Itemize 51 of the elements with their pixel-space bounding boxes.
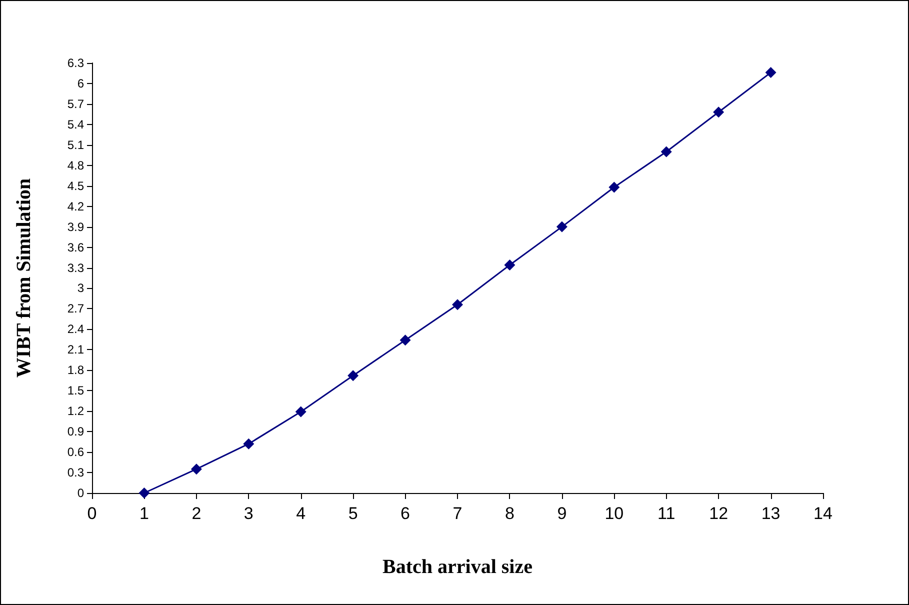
y-tick-label: 5.4 (67, 117, 84, 132)
y-tick-label: 5.1 (67, 138, 84, 152)
y-tick-label: 0.9 (67, 424, 84, 439)
point (608, 182, 620, 193)
y-tick-label: 1.8 (67, 363, 84, 378)
point (660, 146, 672, 158)
x-tick-label: 9 (557, 504, 567, 523)
y-tick-label: 3.9 (67, 220, 84, 234)
x-tick-label: 13 (761, 504, 780, 523)
y-tick-label: 4.2 (67, 199, 84, 214)
x-tick-label: 12 (709, 504, 728, 523)
y-tick-label: 2.1 (67, 342, 84, 357)
point (295, 406, 306, 418)
point (190, 464, 202, 475)
point (138, 488, 150, 498)
point (713, 106, 724, 118)
x-tick-label: 3 (244, 504, 254, 523)
point (400, 334, 411, 346)
y-tick-label: 1.2 (67, 404, 84, 418)
x-axis-title: Batch arrival size (382, 556, 533, 578)
x-tick-label: 6 (400, 504, 410, 523)
y-tick-label: 3.6 (67, 240, 84, 254)
y-tick-label: 1.5 (67, 384, 84, 398)
y-tick-label: 0.3 (67, 466, 84, 480)
y-tick-label: 0 (77, 486, 84, 500)
x-tick-label: 1 (139, 504, 149, 523)
y-tick-label: 2.4 (67, 322, 84, 336)
x-tick-label: 14 (814, 504, 832, 523)
y-tick-label: 6 (77, 76, 84, 90)
x-tick-label: 5 (348, 504, 358, 523)
x-tick-label: 2 (192, 504, 202, 523)
y-tick-label: 4.8 (67, 158, 84, 172)
point (504, 260, 516, 271)
y-tick-label: 0.6 (67, 445, 84, 460)
y-tick-label: 2.7 (67, 302, 84, 316)
point (765, 67, 776, 78)
x-tick-label: 11 (658, 504, 676, 523)
y-tick-label: 3 (77, 281, 84, 296)
x-tick-label: 10 (604, 504, 624, 523)
x-tick-label: 8 (504, 504, 514, 523)
point (556, 221, 568, 232)
y-tick-label: 5.7 (67, 96, 84, 111)
point (243, 438, 254, 450)
x-tick-label: 7 (452, 504, 462, 523)
y-tick-label: 4.5 (67, 178, 84, 193)
y-axis-title: WIBT from Simulation (13, 178, 35, 378)
point (452, 299, 463, 310)
y-tick-label: 3.3 (67, 260, 84, 275)
point (348, 370, 359, 382)
x-tick-label: 4 (296, 504, 306, 523)
y-tick-label: 6.3 (67, 56, 84, 70)
